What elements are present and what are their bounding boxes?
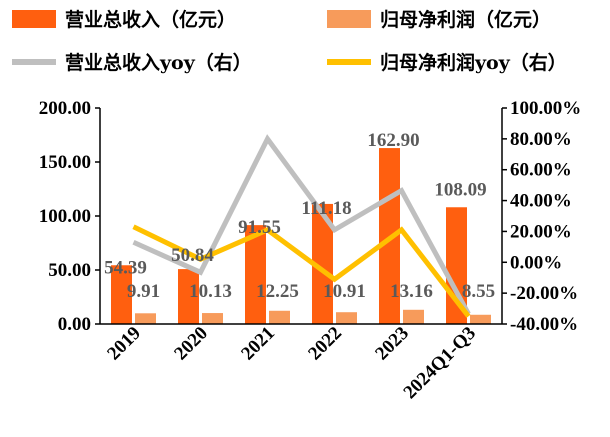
line-profit-yoy: [132, 224, 471, 318]
legend-label-2: 营业总收入yoy（右）: [65, 51, 252, 74]
data-label-profit-2021: 12.25: [256, 281, 299, 302]
data-label-revenue-2020: 50.84: [171, 245, 214, 266]
legend-label-1: 归母净利润（亿元）: [380, 8, 551, 31]
data-label-profit-2022: 10.91: [323, 281, 366, 302]
data-label-revenue-2022: 111.18: [301, 198, 351, 219]
data-label-revenue-2021: 91.55: [238, 217, 281, 238]
right-tick-label: 40.00%: [510, 191, 572, 212]
bars: [111, 148, 491, 324]
data-label-profit-2020: 10.13: [189, 281, 232, 302]
bar-profit-2021: [269, 310, 290, 324]
legend-swatch-1: [327, 10, 371, 28]
legend-label-3: 归母净利润yoy（右）: [380, 51, 567, 74]
bar-revenue-2019: [111, 265, 132, 324]
axes: 0.00 50.00 100.00 150.00 200.00 -40.00% -20.00…: [39, 98, 582, 403]
category-label-2022: 2022: [304, 323, 346, 365]
lines: [132, 134, 471, 318]
bar-profit-2019: [135, 313, 156, 324]
category-label-2021: 2021: [237, 323, 279, 365]
data-label-revenue-2023: 162.90: [367, 130, 419, 151]
category-label-2019: 2019: [103, 323, 145, 365]
right-tick-label: -20.00%: [510, 283, 578, 304]
data-labels: 54.39 9.91 50.84 10.13 91.55 12.25 111.18 10.91…: [104, 130, 495, 302]
right-tick-label: 20.00%: [510, 221, 572, 242]
bar-profit-2024Q1-Q3: [470, 314, 491, 324]
data-label-profit-2023: 13.16: [390, 281, 433, 302]
left-tick-label: 50.00: [48, 260, 91, 281]
bar-profit-2023: [403, 309, 424, 324]
category-label-2020: 2020: [170, 323, 212, 365]
bar-revenue-2021: [245, 225, 266, 324]
right-tick-label: 0.00%: [510, 252, 562, 273]
right-tick-label: 60.00%: [510, 160, 572, 181]
category-label-2023: 2023: [371, 323, 413, 365]
bar-revenue-2020: [178, 269, 199, 324]
legend-label-0: 营业总收入（亿元）: [65, 8, 236, 31]
left-tick-label: 200.00: [39, 98, 91, 119]
left-tick-label: 100.00: [39, 206, 91, 227]
left-tick-label: 0.00: [58, 314, 91, 335]
category-label-2024Q1-Q3: 2024Q1-Q3: [400, 323, 481, 404]
data-label-revenue-2024Q1-Q3: 108.09: [434, 179, 486, 200]
right-tick-label: -40.00%: [510, 314, 578, 335]
left-tick-label: 150.00: [39, 152, 91, 173]
right-tick-label: 100.00%: [510, 98, 581, 119]
data-label-profit-2019: 9.91: [127, 281, 160, 302]
right-tick-label: 80.00%: [510, 129, 572, 150]
line-revenue-yoy: [132, 134, 471, 316]
legend-swatch-0: [12, 10, 56, 28]
bar-profit-2020: [202, 313, 223, 324]
data-label-revenue-2019: 54.39: [104, 257, 147, 278]
bar-revenue-2022: [312, 203, 333, 324]
bar-profit-2022: [336, 312, 357, 324]
legend: 营业总收入（亿元） 归母净利润（亿元） 营业总收入yoy（右） 归母净利润yoy（右）: [12, 8, 567, 74]
data-label-profit-2024Q1-Q3: 8.55: [462, 281, 495, 302]
